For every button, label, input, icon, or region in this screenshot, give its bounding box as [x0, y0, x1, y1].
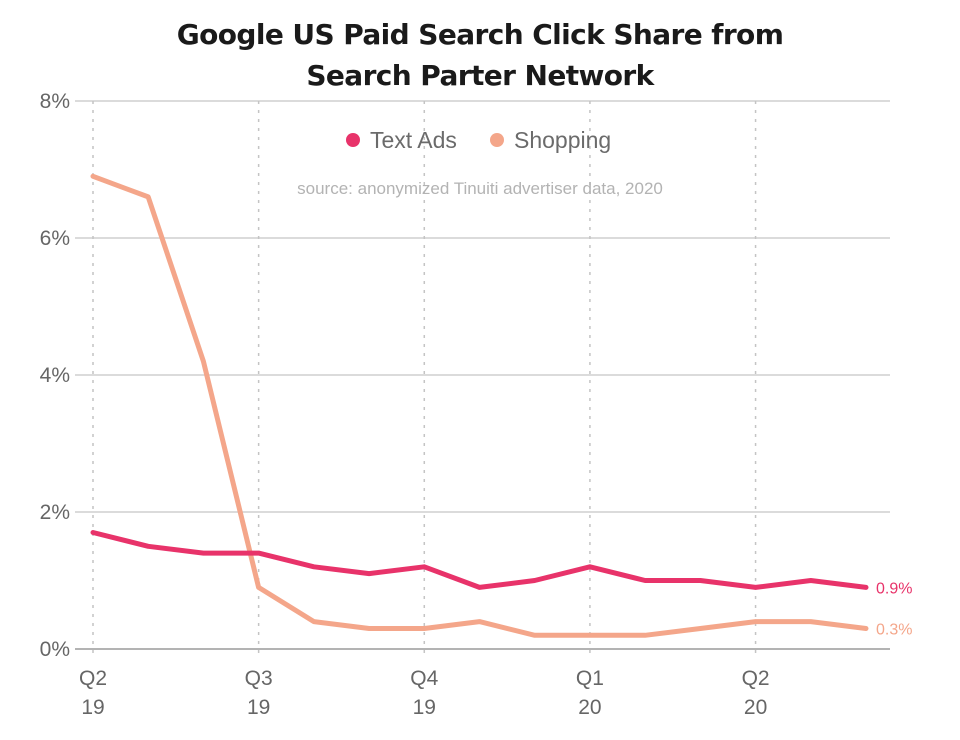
series-end-label: 0.9% — [876, 580, 912, 597]
legend: Text Ads Shopping — [346, 127, 611, 153]
legend-marker — [346, 133, 360, 147]
x-tick-label-year: 19 — [247, 696, 270, 719]
y-tick-label: 8% — [40, 90, 70, 113]
x-tick-label-year: 20 — [578, 696, 601, 719]
chart-title-line1: Google US Paid Search Click Share from — [176, 18, 784, 51]
y-tick-label: 2% — [40, 501, 70, 524]
x-tick-label: Q3 — [245, 667, 273, 690]
series-end-label: 0.3% — [876, 621, 912, 638]
gridlines — [75, 100, 890, 655]
x-tick-label: Q1 — [576, 667, 604, 690]
x-tick-label-year: 19 — [81, 696, 104, 719]
y-tick-label: 0% — [40, 638, 70, 661]
legend-marker — [490, 133, 504, 147]
x-axis: Q2 19 Q3 19 Q4 19 Q1 20 Q2 20 — [79, 667, 770, 719]
y-axis: 0% 2% 4% 6% 8% — [40, 90, 70, 661]
x-tick-label: Q4 — [410, 667, 438, 690]
legend-label: Shopping — [514, 127, 611, 153]
x-tick-label-year: 19 — [413, 696, 436, 719]
y-tick-label: 4% — [40, 364, 70, 387]
x-tick-label: Q2 — [79, 667, 107, 690]
legend-item: Shopping — [490, 127, 611, 153]
y-tick-label: 6% — [40, 227, 70, 250]
legend-label: Text Ads — [370, 127, 457, 153]
source-note: source: anonymized Tinuiti advertiser da… — [297, 179, 663, 198]
chart-title: Google US Paid Search Click Share from S… — [0, 14, 960, 96]
end-labels: 0.3% 0.9% — [876, 580, 912, 638]
x-tick-label: Q2 — [742, 667, 770, 690]
series-line — [90, 173, 869, 638]
x-tick-label-year: 20 — [744, 696, 767, 719]
series-line — [90, 530, 869, 590]
chart-title-line2: Search Parter Network — [306, 59, 654, 92]
legend-item: Text Ads — [346, 127, 457, 153]
series-lines — [90, 173, 869, 638]
